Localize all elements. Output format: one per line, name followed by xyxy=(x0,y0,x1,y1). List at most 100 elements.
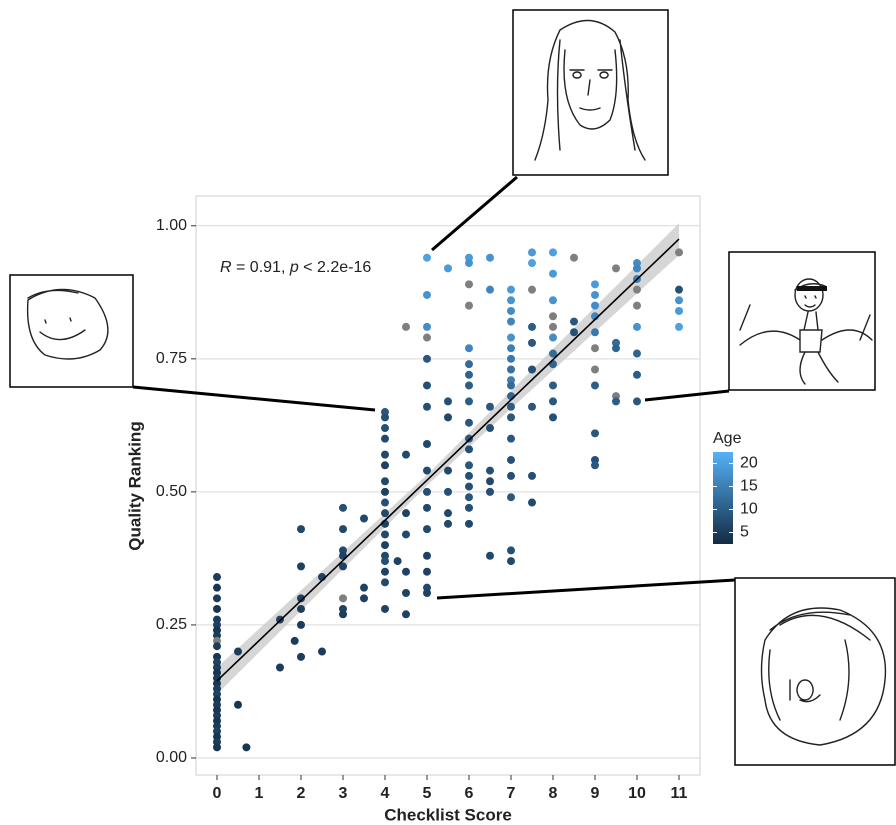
colorbar-tick-label: 15 xyxy=(740,478,758,495)
point xyxy=(444,509,452,517)
point xyxy=(423,488,431,496)
point xyxy=(465,472,473,480)
point xyxy=(423,568,431,576)
point xyxy=(423,355,431,363)
drawing-frame xyxy=(513,10,668,175)
point xyxy=(381,530,389,538)
point xyxy=(591,461,599,469)
point xyxy=(360,514,368,522)
point xyxy=(402,568,410,576)
point xyxy=(570,254,578,262)
point xyxy=(465,259,473,267)
point xyxy=(318,648,326,656)
point xyxy=(528,286,536,294)
annotation: R = 0.91, p < 2.2e-16 xyxy=(220,259,371,276)
x-tick-label: 8 xyxy=(549,785,558,802)
point xyxy=(297,562,305,570)
point xyxy=(402,589,410,597)
point xyxy=(465,435,473,443)
y-tick-label: 0.50 xyxy=(156,483,187,500)
point xyxy=(465,344,473,352)
point xyxy=(339,525,347,533)
point xyxy=(507,355,515,363)
point xyxy=(381,605,389,613)
point xyxy=(486,424,494,432)
point xyxy=(423,552,431,560)
x-tick-label: 11 xyxy=(671,785,688,802)
x-tick-label: 7 xyxy=(507,785,516,802)
point xyxy=(633,323,641,331)
point xyxy=(423,381,431,389)
point xyxy=(297,525,305,533)
y-tick-label: 0.25 xyxy=(156,616,187,633)
point xyxy=(465,445,473,453)
point xyxy=(339,504,347,512)
point xyxy=(381,461,389,469)
point xyxy=(507,546,515,554)
point xyxy=(633,286,641,294)
point xyxy=(339,610,347,618)
point xyxy=(444,467,452,475)
point xyxy=(549,334,557,342)
point xyxy=(612,264,620,272)
point xyxy=(213,573,221,581)
point xyxy=(402,530,410,538)
annotation-part: p xyxy=(289,259,299,276)
point xyxy=(633,302,641,310)
point xyxy=(465,397,473,405)
point xyxy=(444,264,452,272)
point xyxy=(423,403,431,411)
drawing-left xyxy=(10,275,133,387)
point xyxy=(507,493,515,501)
point xyxy=(675,296,683,304)
point xyxy=(549,296,557,304)
point xyxy=(297,621,305,629)
annotation-part: R xyxy=(220,259,232,276)
drawing-frame xyxy=(729,252,875,390)
point xyxy=(570,318,578,326)
point xyxy=(591,381,599,389)
point xyxy=(507,365,515,373)
point xyxy=(242,743,250,751)
point xyxy=(423,504,431,512)
drawing-right xyxy=(729,252,875,390)
drawing-bottom xyxy=(735,578,895,765)
x-axis-title: Checklist Score xyxy=(384,805,512,824)
point xyxy=(381,499,389,507)
point xyxy=(591,291,599,299)
point xyxy=(591,365,599,373)
point xyxy=(486,254,494,262)
point xyxy=(507,344,515,352)
point xyxy=(507,413,515,421)
point xyxy=(507,286,515,294)
point xyxy=(507,334,515,342)
sketch-hat xyxy=(797,286,827,291)
point xyxy=(381,509,389,517)
point xyxy=(486,286,494,294)
point xyxy=(486,467,494,475)
point xyxy=(213,642,221,650)
point xyxy=(633,264,641,272)
point xyxy=(465,520,473,528)
point xyxy=(465,280,473,288)
point xyxy=(213,584,221,592)
point xyxy=(423,323,431,331)
point xyxy=(528,248,536,256)
x-tick-label: 3 xyxy=(339,785,348,802)
point xyxy=(549,413,557,421)
point xyxy=(633,350,641,358)
point xyxy=(465,419,473,427)
point xyxy=(507,296,515,304)
x-tick-label: 6 xyxy=(465,785,474,802)
point xyxy=(423,291,431,299)
point xyxy=(591,328,599,336)
point xyxy=(402,451,410,459)
point xyxy=(402,610,410,618)
point xyxy=(507,472,515,480)
point xyxy=(465,483,473,491)
colorbar-tick-label: 20 xyxy=(740,455,758,472)
point xyxy=(465,302,473,310)
point xyxy=(507,456,515,464)
point xyxy=(276,664,284,672)
x-tick-label: 1 xyxy=(255,785,264,802)
